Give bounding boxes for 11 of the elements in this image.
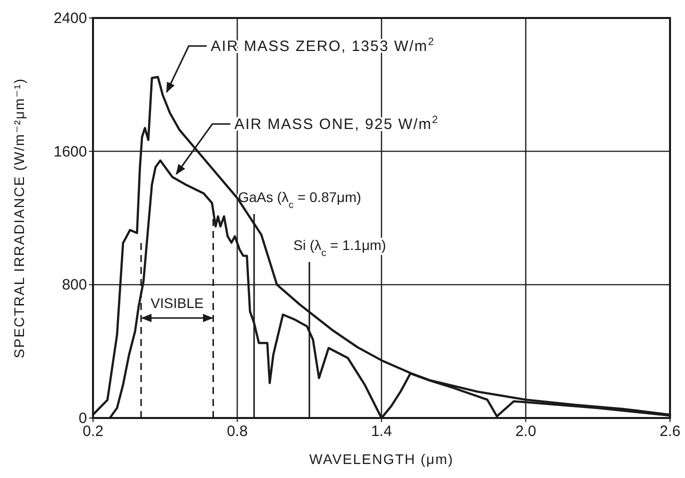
x-tick-label: 1.4: [371, 423, 392, 440]
annotation: VISIBLE: [150, 295, 204, 311]
y-axis-title: SPECTRAL IRRADIANCE (W/m⁻²μm⁻¹): [11, 78, 27, 358]
x-tick-label: 0.8: [226, 423, 248, 440]
y-tick-label: 1600: [54, 143, 87, 160]
y-tick-label: 2400: [54, 10, 87, 27]
ref-line-label: GaAs (λ$_{c}$ = 0.87μm): [238, 189, 362, 210]
y-tick-label: 800: [62, 276, 87, 294]
x-tick-label: 2.6: [660, 423, 680, 440]
x-tick-label: 2.0: [515, 423, 536, 440]
x-axis-title: WAVELENGTH (μm): [309, 451, 454, 467]
